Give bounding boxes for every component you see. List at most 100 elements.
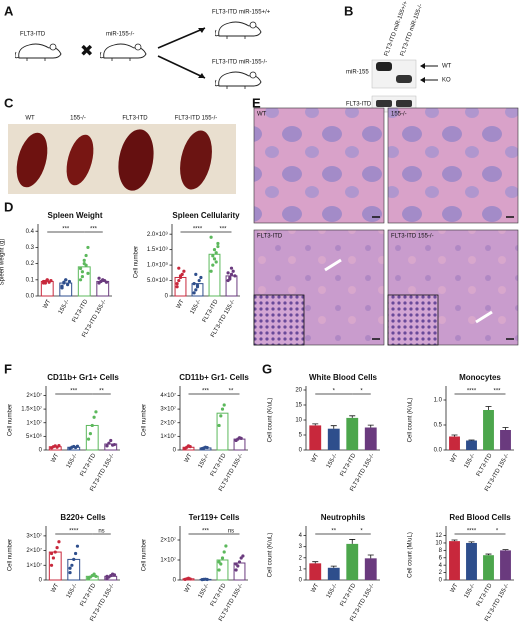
data-point bbox=[109, 438, 113, 443]
data-point bbox=[66, 283, 70, 287]
data-point bbox=[192, 282, 196, 286]
data-point bbox=[214, 251, 218, 255]
y-tick-label: 1×10⁷ bbox=[26, 562, 42, 569]
data-point bbox=[62, 280, 66, 284]
bar bbox=[59, 282, 73, 297]
x-tick-label: 155-/- bbox=[66, 453, 79, 470]
bar bbox=[466, 440, 477, 450]
y-tick-label: 5×10⁶ bbox=[26, 433, 43, 440]
y-tick-label: 12 bbox=[435, 533, 442, 539]
y-axis-label: Cell number bbox=[134, 246, 140, 278]
data-point bbox=[86, 437, 91, 441]
image-label: FLT3-ITD 155-/- bbox=[391, 234, 434, 240]
y-tick-label: 1×10⁷ bbox=[160, 557, 176, 564]
data-point bbox=[197, 278, 201, 283]
data-point bbox=[228, 277, 232, 281]
y-axis-label: Cell number bbox=[8, 539, 14, 571]
bar bbox=[309, 563, 322, 580]
data-point bbox=[68, 566, 72, 570]
bar bbox=[309, 425, 322, 450]
data-point bbox=[220, 556, 225, 560]
y-axis-label: Cell number bbox=[142, 539, 148, 571]
x-tick-label: 155-/- bbox=[464, 453, 477, 470]
cross-symbol: ✖ bbox=[80, 43, 93, 60]
y-tick-label: 3×10⁷ bbox=[26, 532, 42, 539]
data-point bbox=[205, 445, 209, 450]
data-point bbox=[231, 269, 235, 273]
data-point bbox=[45, 278, 49, 282]
data-point bbox=[92, 415, 96, 419]
error-bar bbox=[468, 541, 475, 543]
data-point bbox=[75, 544, 80, 548]
data-point bbox=[82, 258, 86, 262]
data-point bbox=[78, 278, 83, 282]
y-tick-label: 1.5×10⁹ bbox=[147, 246, 169, 253]
bar bbox=[327, 567, 340, 580]
mouse-icon bbox=[100, 43, 147, 62]
x-tick-label: 155-/- bbox=[326, 453, 339, 470]
scale-bar bbox=[372, 216, 514, 340]
data-point bbox=[74, 551, 78, 556]
bar bbox=[216, 412, 229, 451]
error-bar bbox=[502, 427, 509, 430]
x-tick-label: 155-/- bbox=[326, 583, 339, 600]
y-tick-label: 3 bbox=[299, 544, 303, 550]
x-tick-label: FLT3-ITD bbox=[476, 582, 494, 607]
chart-title: Red Blood Cells bbox=[449, 513, 511, 522]
sample-label: FLT3-ITD 155-/- bbox=[175, 116, 218, 122]
data-point bbox=[178, 274, 183, 278]
mouse-icon bbox=[215, 21, 262, 40]
arrowhead bbox=[420, 63, 425, 83]
x-tick-label: WT bbox=[42, 298, 52, 309]
image-label: WT bbox=[257, 112, 267, 118]
y-tick-label: 4×10⁷ bbox=[160, 392, 176, 399]
y-tick-label: 0.5 bbox=[434, 423, 443, 429]
data-point bbox=[219, 414, 223, 418]
data-point bbox=[217, 560, 221, 564]
panel-label: E bbox=[252, 95, 261, 110]
genotype-label: FLT3-ITD bbox=[20, 32, 46, 38]
bar bbox=[483, 410, 494, 450]
spleen bbox=[180, 130, 212, 190]
error-bar bbox=[349, 415, 356, 418]
data-point bbox=[177, 266, 181, 270]
data-point bbox=[175, 285, 179, 289]
bar bbox=[500, 550, 511, 580]
data-point bbox=[60, 286, 64, 290]
x-tick-label: FLT3-ITD bbox=[202, 298, 220, 323]
data-point bbox=[237, 560, 242, 564]
x-tick-label: WT bbox=[184, 582, 194, 593]
data-point bbox=[209, 269, 213, 273]
band-label: KO bbox=[442, 78, 451, 84]
data-point bbox=[105, 574, 109, 578]
y-axis-label: Cell count (K/uL) bbox=[268, 533, 274, 578]
y-tick-label: 0 bbox=[173, 578, 177, 584]
data-point bbox=[175, 282, 179, 286]
panel-label: G bbox=[262, 361, 272, 376]
y-tick-label: 0.3 bbox=[26, 245, 35, 251]
data-point bbox=[57, 444, 61, 448]
genotype-label: FLT3-ITD miR-155+/+ bbox=[212, 10, 271, 16]
y-tick-label: 0 bbox=[439, 578, 443, 584]
data-point bbox=[55, 546, 59, 550]
x-tick-label: WT bbox=[50, 452, 60, 463]
x-tick-label: WT bbox=[176, 298, 186, 309]
significance-label: * bbox=[360, 389, 363, 395]
bar bbox=[96, 280, 110, 297]
error-bar bbox=[451, 539, 458, 542]
error-bar bbox=[330, 425, 337, 429]
data-point bbox=[212, 257, 217, 261]
data-point bbox=[222, 550, 226, 554]
bar bbox=[77, 266, 91, 297]
blot-row-label: miR-155 bbox=[346, 70, 369, 76]
data-point bbox=[101, 278, 105, 282]
y-axis-label: Cell count (K/uL) bbox=[408, 398, 414, 443]
y-tick-label: 10 bbox=[435, 541, 442, 547]
data-point bbox=[78, 266, 83, 271]
data-point bbox=[214, 260, 218, 264]
data-point bbox=[86, 576, 91, 580]
spleen bbox=[66, 134, 94, 186]
significance-label: *** bbox=[90, 227, 98, 233]
chart-title: Spleen Weight bbox=[48, 211, 103, 220]
significance-label: **** bbox=[193, 227, 203, 233]
